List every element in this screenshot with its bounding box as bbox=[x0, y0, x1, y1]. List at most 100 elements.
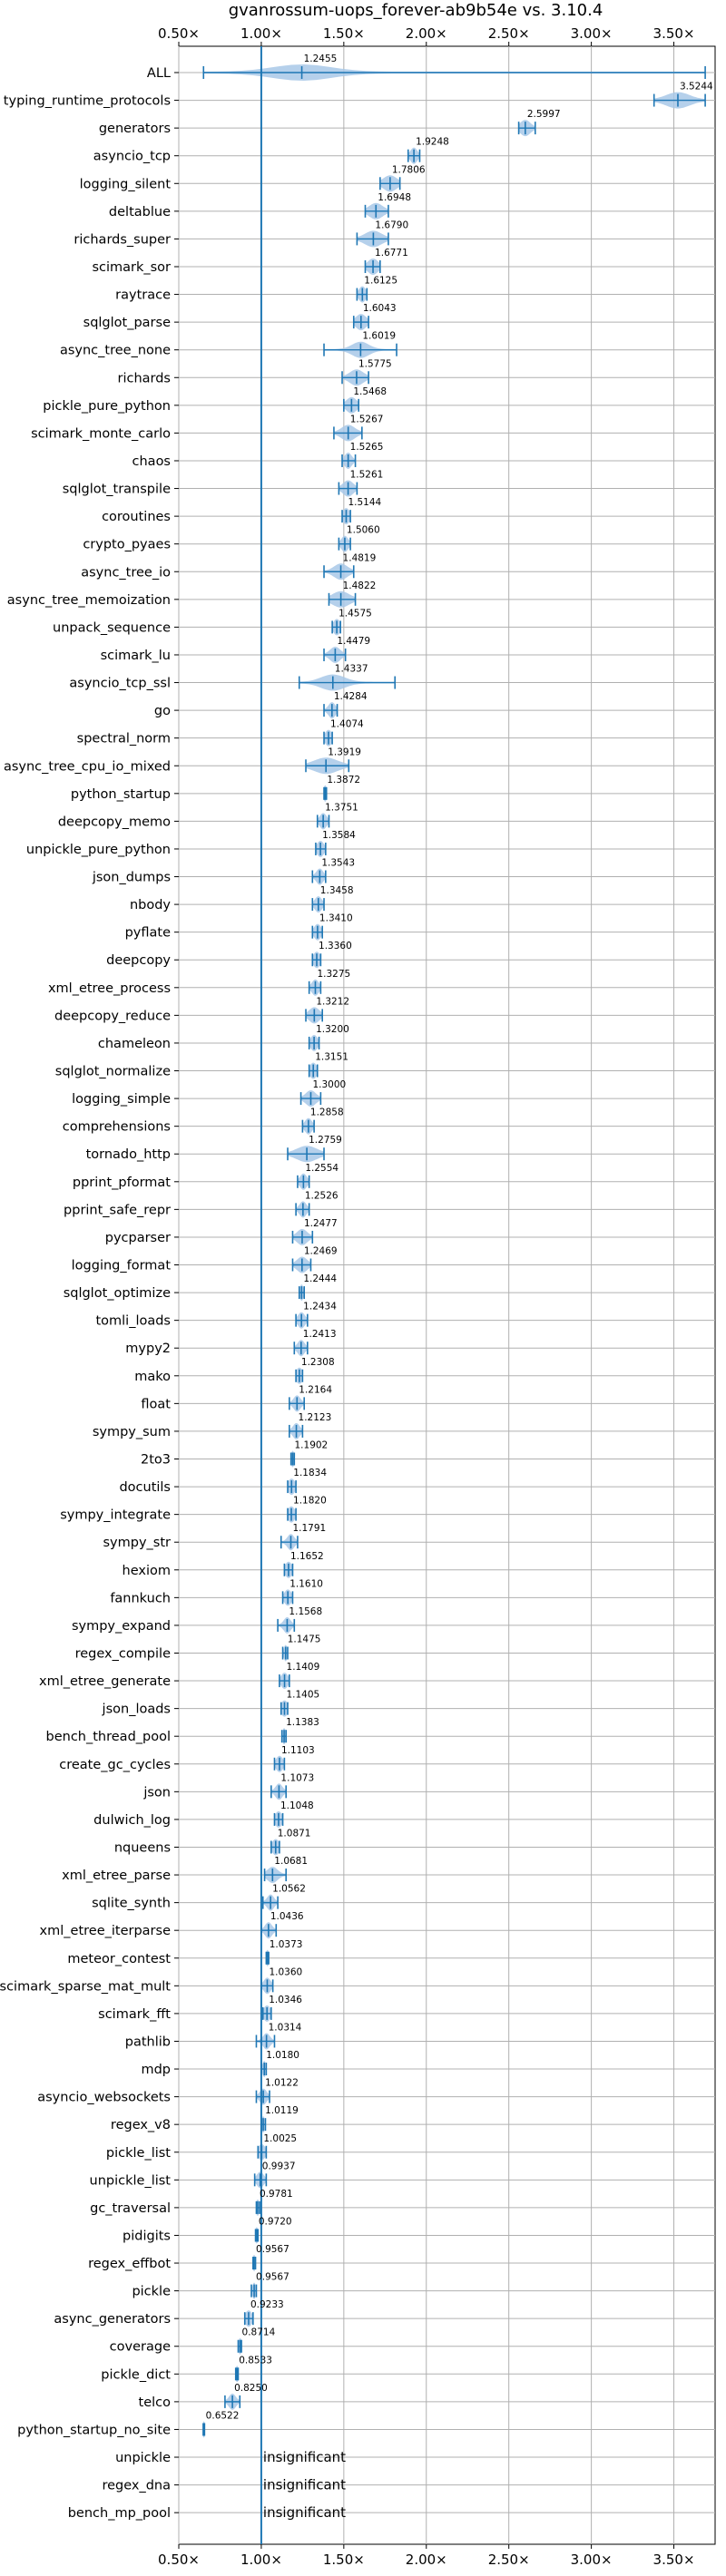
insignificant-label: insignificant bbox=[263, 2449, 346, 2465]
value-label: 1.1834 bbox=[293, 1468, 327, 1478]
benchmark-label: asyncio_tcp bbox=[93, 150, 171, 164]
x-tick-label-bottom: 1.50× bbox=[323, 2552, 365, 2568]
value-label: 1.0373 bbox=[270, 1939, 303, 1950]
grid-layer bbox=[178, 46, 715, 2544]
benchmark-label: sqlglot_parse bbox=[83, 316, 171, 330]
value-label: 1.3872 bbox=[327, 775, 360, 785]
benchmark-label: nqueens bbox=[114, 1840, 171, 1855]
value-label: 1.2858 bbox=[310, 1107, 344, 1118]
benchmark-label: unpickle_list bbox=[90, 2173, 172, 2188]
value-label: 1.2308 bbox=[301, 1357, 335, 1368]
benchmark-label: sympy_str bbox=[103, 1536, 172, 1550]
benchmark-label: pickle bbox=[132, 2285, 171, 2299]
benchmark-label: asyncio_tcp_ssl bbox=[69, 677, 171, 691]
benchmark-label: comprehensions bbox=[63, 1120, 171, 1135]
value-label: 1.1652 bbox=[290, 1551, 324, 1562]
value-label: 1.3919 bbox=[328, 746, 361, 757]
x-tick-label-bottom: 2.00× bbox=[406, 2552, 447, 2568]
x-tick-label-top: 2.00× bbox=[406, 25, 447, 42]
value-label: 1.3212 bbox=[316, 996, 349, 1007]
benchmark-label: xml_etree_process bbox=[48, 981, 171, 996]
benchmark-label: telco bbox=[139, 2395, 172, 2410]
benchmark-label: sympy_sum bbox=[93, 1425, 171, 1439]
value-label: 1.6948 bbox=[378, 192, 411, 203]
benchmark-label: chameleon bbox=[98, 1037, 171, 1051]
value-label: 1.4284 bbox=[334, 691, 368, 702]
benchmark-label: dulwich_log bbox=[93, 1813, 171, 1828]
benchmark-label: pathlib bbox=[125, 2034, 171, 2049]
benchmark-label: async_tree_memoization bbox=[7, 593, 171, 608]
benchmark-label: tomli_loads bbox=[95, 1314, 171, 1329]
value-label: 1.0314 bbox=[269, 2022, 302, 2033]
benchmark-label: python_startup_no_site bbox=[17, 2423, 171, 2437]
value-label: 1.5060 bbox=[347, 525, 380, 536]
benchmark-label: hexiom bbox=[123, 1564, 171, 1578]
benchmark-label: deepcopy_memo bbox=[58, 815, 171, 829]
benchmark-label: scimark_lu bbox=[101, 649, 171, 663]
x-tick-label-bottom: 1.00× bbox=[240, 2552, 282, 2568]
value-label: 1.5144 bbox=[348, 497, 381, 508]
benchmark-label: asyncio_websockets bbox=[37, 2091, 171, 2105]
value-label: 1.2123 bbox=[299, 1412, 332, 1423]
value-label: 1.4479 bbox=[337, 636, 370, 647]
value-label: 1.6043 bbox=[363, 303, 397, 314]
value-label: 1.9248 bbox=[416, 137, 449, 148]
value-label: 1.1610 bbox=[289, 1578, 323, 1589]
value-label: 0.9720 bbox=[259, 2216, 292, 2227]
benchmark-label: pprint_safe_repr bbox=[64, 1203, 171, 1217]
value-label: 1.1383 bbox=[286, 1717, 319, 1728]
value-label: 0.9937 bbox=[262, 2161, 296, 2171]
benchmark-label: xml_etree_generate bbox=[39, 1674, 171, 1689]
benchmark-label: sqlite_synth bbox=[92, 1897, 171, 1911]
benchmark-label: async_tree_none bbox=[60, 344, 171, 358]
insignificant-label: insignificant bbox=[263, 2477, 346, 2493]
value-label: 2.5997 bbox=[527, 109, 561, 120]
x-tick-label-bottom: 2.50× bbox=[488, 2552, 530, 2568]
benchmark-label: pidigits bbox=[123, 2229, 171, 2243]
benchmark-label: crypto_pyaes bbox=[83, 538, 171, 552]
benchmark-label: json bbox=[142, 1785, 171, 1800]
benchmark-label: sympy_expand bbox=[72, 1619, 171, 1634]
value-label: 3.5244 bbox=[680, 82, 713, 93]
benchmark-label: sqlglot_normalize bbox=[55, 1065, 171, 1079]
x-tick-label-top: 1.00× bbox=[240, 25, 282, 42]
value-label: 1.3584 bbox=[322, 830, 356, 841]
value-label: 1.5775 bbox=[358, 358, 392, 369]
value-label: 1.0681 bbox=[274, 1856, 308, 1867]
benchmark-label: regex_v8 bbox=[111, 2118, 171, 2132]
benchmark-label: coroutines bbox=[102, 510, 171, 524]
benchmark-label: pickle_list bbox=[106, 2146, 171, 2161]
value-label: 1.7806 bbox=[392, 164, 426, 175]
value-label: 0.8250 bbox=[234, 2383, 268, 2394]
benchmark-label: pycparser bbox=[105, 1231, 171, 1245]
violin-layer bbox=[202, 64, 706, 2438]
x-tick-label-bottom: 0.50× bbox=[158, 2552, 200, 2568]
benchmark-label: bench_thread_pool bbox=[46, 1730, 171, 1744]
benchmark-label: xml_etree_iterparse bbox=[40, 1924, 172, 1938]
value-label: 1.1791 bbox=[292, 1523, 326, 1534]
benchmark-label: unpickle_pure_python bbox=[26, 843, 171, 857]
value-label: 1.2444 bbox=[303, 1273, 337, 1284]
value-label: 1.5468 bbox=[353, 386, 387, 397]
value-label: 1.1103 bbox=[281, 1745, 315, 1756]
benchmark-label: mypy2 bbox=[125, 1342, 171, 1356]
value-label: 1.0122 bbox=[265, 2078, 299, 2089]
benchmark-label: scimark_sor bbox=[92, 260, 171, 275]
insignificant-label: insignificant bbox=[263, 2504, 346, 2521]
benchmark-label: deepcopy bbox=[106, 953, 171, 968]
benchmark-label: sqlglot_optimize bbox=[64, 1286, 171, 1301]
value-label: 1.2434 bbox=[303, 1302, 337, 1312]
value-label: 1.3151 bbox=[315, 1052, 348, 1063]
benchmark-label: unpack_sequence bbox=[53, 620, 171, 635]
value-label: 0.9233 bbox=[250, 2299, 284, 2310]
benchmark-label: create_gc_cycles bbox=[59, 1758, 171, 1772]
benchmark-label: logging_silent bbox=[80, 177, 172, 191]
value-label: 0.8533 bbox=[239, 2355, 272, 2366]
value-label: 1.4575 bbox=[338, 608, 372, 619]
benchmark-label: richards bbox=[117, 371, 171, 385]
benchmark-label: mako bbox=[134, 1370, 171, 1384]
value-label: 1.1820 bbox=[293, 1496, 327, 1507]
x-tick-label-top: 1.50× bbox=[323, 25, 365, 42]
value-label: 1.0871 bbox=[278, 1828, 311, 1839]
